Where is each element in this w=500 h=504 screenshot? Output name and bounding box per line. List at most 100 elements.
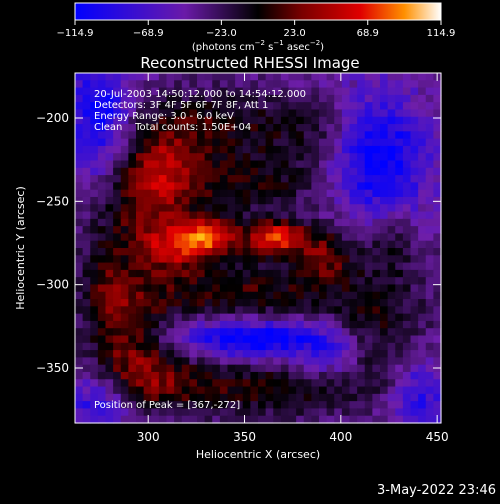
heatmap-cell	[395, 175, 404, 183]
heatmap-cell	[189, 109, 198, 118]
heatmap-cell	[82, 131, 91, 140]
heatmap-cell	[105, 102, 114, 111]
heatmap-cell	[418, 401, 427, 410]
heatmap-cell	[425, 204, 434, 213]
heatmap-cell	[204, 379, 213, 388]
heatmap-cell	[82, 204, 91, 213]
heatmap-cell	[158, 109, 168, 118]
heatmap-cell	[341, 335, 351, 344]
heatmap-cell	[219, 80, 229, 89]
heatmap-cell	[334, 284, 343, 293]
heatmap-cell	[227, 299, 236, 307]
heatmap-cell	[334, 189, 343, 198]
heatmap-cell	[136, 116, 145, 125]
heatmap-cell	[303, 80, 312, 89]
heatmap-cell	[158, 153, 168, 162]
heatmap-cell	[158, 131, 168, 140]
heatmap-cell	[197, 131, 206, 140]
heatmap-cell	[181, 248, 190, 256]
annotation-block: 20-Jul-2003 14:50:12.000 to 14:54:12.000…	[94, 89, 306, 133]
heatmap-cell	[418, 160, 427, 169]
heatmap-cell	[143, 138, 152, 147]
heatmap-cell	[395, 131, 404, 140]
heatmap-cell	[242, 335, 251, 344]
heatmap-cell	[136, 175, 145, 183]
heatmap-cell	[273, 80, 282, 89]
heatmap-cell	[105, 240, 114, 249]
heatmap-cell	[204, 269, 213, 278]
heatmap-cell	[372, 393, 381, 402]
heatmap-cell	[433, 386, 442, 395]
heatmap-cell	[235, 342, 244, 351]
heatmap-cell	[380, 328, 389, 337]
heatmap-cell	[258, 124, 267, 132]
heatmap-cell	[166, 211, 175, 220]
heatmap-cell	[357, 299, 366, 307]
heatmap-cell	[273, 401, 282, 410]
heatmap-cell	[174, 306, 183, 315]
heatmap-cell	[197, 138, 206, 147]
heatmap-cell	[402, 116, 412, 125]
heatmap-cell	[136, 211, 145, 220]
heatmap-cell	[402, 182, 412, 191]
heatmap-cell	[418, 299, 427, 307]
heatmap-cell	[372, 87, 381, 96]
heatmap-cell	[204, 350, 213, 358]
heatmap-cell	[90, 196, 99, 205]
heatmap-cell	[303, 248, 312, 256]
heatmap-cell	[387, 196, 396, 205]
heatmap-cell	[380, 313, 389, 322]
heatmap-cell	[174, 269, 183, 278]
heatmap-cell	[280, 102, 290, 111]
heatmap-cell	[136, 94, 145, 103]
heatmap-cell	[90, 335, 99, 344]
heatmap-cell	[433, 255, 442, 264]
heatmap-cell	[90, 94, 99, 103]
heatmap-cell	[319, 320, 328, 329]
heatmap-cell	[250, 328, 259, 337]
heatmap-cell	[380, 196, 389, 205]
heatmap-cell	[326, 386, 335, 395]
heatmap-cell	[174, 262, 183, 271]
heatmap-cell	[120, 94, 129, 103]
heatmap-cell	[303, 145, 312, 154]
heatmap-cell	[212, 102, 221, 111]
heatmap-cell	[280, 116, 290, 125]
heatmap-cell	[197, 401, 206, 410]
heatmap-cell	[273, 167, 282, 176]
heatmap-cell	[227, 350, 236, 358]
heatmap-cell	[380, 408, 389, 417]
heatmap-cell	[97, 73, 107, 81]
heatmap-cell	[311, 408, 320, 417]
heatmap-cell	[341, 226, 351, 235]
heatmap-cell	[128, 269, 137, 278]
heatmap-cell	[120, 80, 129, 89]
heatmap-cell	[395, 255, 404, 264]
heatmap-cell	[418, 153, 427, 162]
heatmap-cell	[75, 306, 84, 315]
heatmap-cell	[151, 269, 160, 278]
heatmap-cell	[143, 160, 152, 169]
heatmap-cell	[296, 291, 305, 300]
heatmap-cell	[258, 145, 267, 154]
heatmap-cell	[82, 240, 91, 249]
heatmap-cell	[97, 408, 107, 417]
heatmap-cell	[311, 102, 320, 111]
heatmap-cell	[197, 350, 206, 358]
heatmap-cell	[334, 211, 343, 220]
heatmap-cell	[181, 291, 190, 300]
heatmap-cell	[75, 73, 84, 81]
heatmap-cell	[402, 80, 412, 89]
heatmap-cell	[425, 393, 434, 402]
heatmap-cell	[258, 269, 267, 278]
heatmap-cell	[402, 124, 412, 132]
heatmap-cell	[402, 335, 412, 344]
heatmap-cell	[433, 364, 442, 373]
heatmap-cell	[273, 299, 282, 307]
heatmap-cell	[136, 248, 145, 256]
heatmap-cell	[303, 87, 312, 96]
heatmap-cell	[128, 226, 137, 235]
heatmap-cell	[418, 189, 427, 198]
heatmap-cell	[242, 277, 251, 286]
heatmap-cell	[242, 386, 251, 395]
